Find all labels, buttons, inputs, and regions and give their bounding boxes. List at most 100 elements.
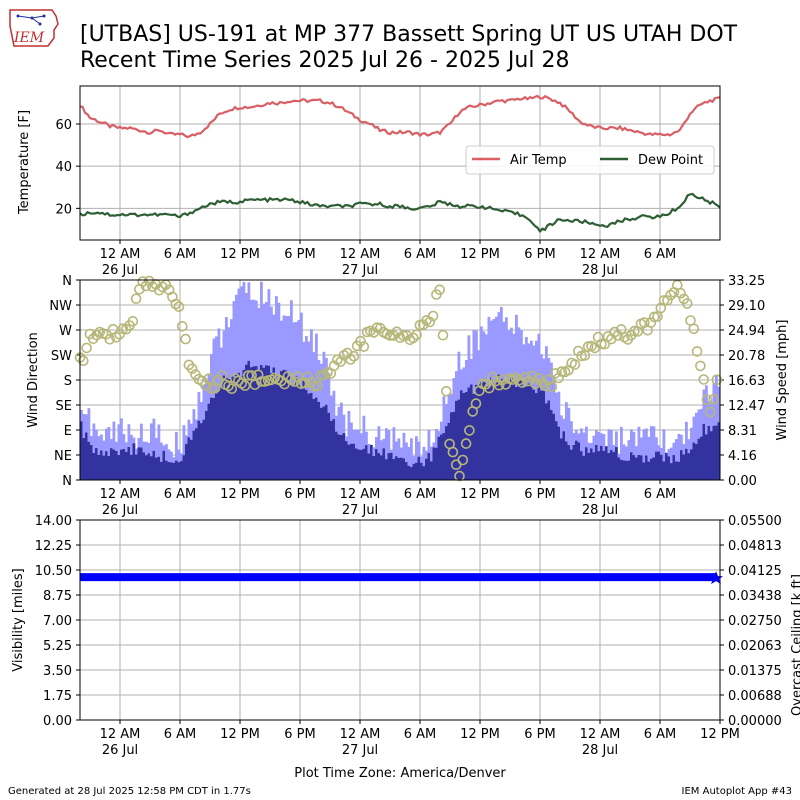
wind-speed-bar bbox=[462, 393, 466, 480]
wind-speed-bar bbox=[685, 448, 688, 480]
wind-direction-point bbox=[226, 383, 238, 395]
ceiling-tick-label: 0.01375 bbox=[728, 664, 782, 679]
x-date-label: 27 Jul bbox=[342, 743, 378, 758]
wind-speed-bar bbox=[575, 440, 578, 480]
wind-speed-bar bbox=[332, 419, 336, 480]
wind-speed-bar bbox=[102, 455, 106, 480]
wind-direction-point bbox=[675, 287, 686, 299]
wind-speed-bar bbox=[587, 452, 591, 480]
wind-speed-bar bbox=[557, 426, 561, 480]
wind-speed-bar bbox=[542, 389, 546, 480]
wind-direction-point bbox=[708, 393, 719, 405]
wind-speed-bar bbox=[247, 360, 251, 480]
y-axis-label: Visibility [miles] bbox=[11, 568, 26, 671]
wind-speed-bar bbox=[457, 399, 461, 480]
wind-direction-point bbox=[104, 333, 115, 345]
x-tick-label: 6 PM bbox=[524, 487, 555, 502]
wind-direction-point bbox=[335, 356, 347, 367]
x-tick-label: 6 AM bbox=[164, 727, 197, 742]
wind-speed-bar bbox=[230, 375, 233, 480]
wind-speed-bar bbox=[477, 384, 481, 480]
wind-speed-bar bbox=[192, 430, 196, 480]
wind-speed-bar bbox=[427, 453, 431, 480]
wind-speed-bar bbox=[390, 452, 393, 480]
wind-direction-point bbox=[229, 372, 241, 384]
wind-direction-point bbox=[130, 293, 142, 305]
wind-speed-bar bbox=[405, 462, 408, 480]
wind-speed-bar bbox=[630, 452, 633, 480]
wind-speed-bar bbox=[207, 403, 211, 480]
wind-speed-bar bbox=[500, 378, 503, 480]
wind-direction-point bbox=[483, 382, 495, 394]
legend-label-air-temp: Air Temp bbox=[510, 153, 567, 168]
wind-speed-bar bbox=[242, 369, 246, 480]
wind-direction-point bbox=[302, 371, 314, 383]
wind-direction-point bbox=[127, 315, 139, 327]
gust-bar bbox=[415, 436, 418, 480]
y-tick-label: 5.25 bbox=[43, 639, 72, 654]
x-tick-label: 12 AM bbox=[580, 727, 621, 742]
wind-speed-bar bbox=[317, 401, 321, 480]
wind-speed-bar bbox=[415, 462, 418, 480]
x-tick-label: 12 AM bbox=[580, 247, 621, 262]
wind-speed-bar bbox=[717, 422, 721, 480]
wind-panel: N NE E SE S SW W NW N 0.00 4.16 8.31 12.47 16.63 20.78… bbox=[26, 274, 790, 518]
wind-speed-bar bbox=[290, 384, 293, 480]
wind-direction-point bbox=[688, 323, 700, 335]
wind-direction-point bbox=[111, 331, 122, 343]
wind-speed-bar bbox=[195, 428, 198, 480]
wind-direction-point bbox=[153, 284, 165, 296]
wind-speed-bar bbox=[407, 465, 411, 480]
wind-speed-bar bbox=[145, 455, 148, 480]
wind-speed-bar bbox=[515, 387, 518, 480]
wind-speed-bar bbox=[425, 458, 428, 480]
gust-bar bbox=[392, 427, 396, 480]
wind-speed-bar bbox=[455, 400, 458, 480]
y-axis-label: Temperature [F] bbox=[17, 110, 32, 215]
speed-tick-label: 24.94 bbox=[728, 324, 765, 339]
wind-speed-bar bbox=[607, 453, 611, 480]
gust-bar bbox=[637, 426, 641, 480]
x-tick-label: 12 AM bbox=[100, 247, 141, 262]
wind-speed-bar bbox=[677, 461, 681, 480]
y-tick-label: 7.00 bbox=[43, 614, 72, 629]
wind-speed-bar bbox=[87, 441, 91, 480]
wind-speed-bar bbox=[395, 456, 398, 480]
wind-speed-bar bbox=[115, 451, 118, 480]
wind-speed-bar bbox=[197, 420, 201, 480]
wind-speed-bar bbox=[470, 384, 473, 480]
wind-direction-point bbox=[695, 360, 706, 372]
wind-direction-point bbox=[556, 366, 568, 377]
wind-speed-bar bbox=[277, 374, 281, 480]
wind-speed-bar bbox=[82, 438, 86, 480]
gust-bar bbox=[120, 418, 123, 480]
wind-speed-bar bbox=[267, 365, 271, 480]
wind-speed-bar bbox=[235, 373, 238, 480]
chart-subtitle: Recent Time Series 2025 Jul 26 - 2025 Ju… bbox=[80, 48, 569, 73]
wind-speed-bar bbox=[270, 373, 273, 480]
wind-speed-bar bbox=[580, 451, 583, 480]
gust-bar bbox=[107, 426, 111, 480]
wind-direction-point bbox=[308, 380, 320, 392]
wind-speed-bar bbox=[162, 450, 166, 480]
gust-bar bbox=[160, 442, 163, 480]
wind-speed-bar bbox=[625, 460, 628, 480]
gust-bar bbox=[377, 426, 381, 480]
wind-speed-bar bbox=[432, 447, 436, 480]
wind-speed-bar bbox=[480, 382, 483, 480]
wind-direction-point bbox=[411, 329, 422, 341]
wind-direction-point bbox=[460, 438, 472, 449]
wind-direction-point bbox=[424, 316, 436, 328]
wind-speed-bar bbox=[617, 457, 621, 480]
x-tick-label: 6 AM bbox=[404, 247, 437, 262]
wind-speed-bar bbox=[495, 380, 498, 480]
wind-speed-bar bbox=[510, 378, 513, 480]
wind-speed-bar bbox=[585, 447, 588, 480]
wind-speed-bar bbox=[172, 462, 176, 480]
gust-bar bbox=[620, 426, 623, 480]
wind-speed-bar bbox=[710, 431, 713, 480]
speed-tick-label: 12.47 bbox=[728, 399, 765, 414]
wind-speed-bar bbox=[670, 463, 673, 480]
x-tick-label: 12 AM bbox=[340, 247, 381, 262]
